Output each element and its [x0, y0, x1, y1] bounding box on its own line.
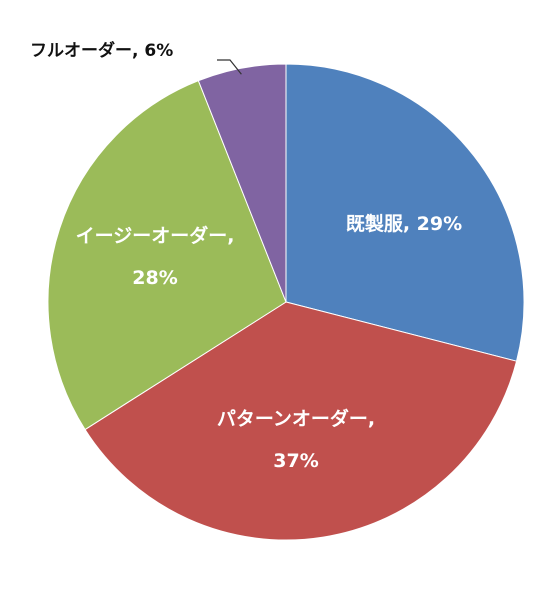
- slice-label-3-line-0: フルオーダー, 6%: [30, 40, 173, 61]
- slice-label-1-line-1: 37%: [273, 450, 318, 472]
- pie-slices: [47, 63, 525, 541]
- slice-label-0-line-0: 既製服, 29%: [346, 213, 462, 235]
- slice-label-1: パターンオーダー, 37%: [217, 407, 375, 472]
- slice-label-2-line-0: イージーオーダー,: [76, 224, 235, 247]
- slice-label-3: フルオーダー, 6%: [30, 40, 173, 61]
- pie-slice-3: [197, 63, 287, 303]
- pie-slice-0: [285, 63, 525, 362]
- pie-labels: 既製服, 29% パターンオーダー, 37% イージーオーダー, 28% フルオーダー, …: [30, 40, 462, 472]
- slice-label-2: イージーオーダー, 28%: [76, 224, 235, 289]
- pie-slice-2: [47, 80, 287, 431]
- slice-label-0: 既製服, 29%: [346, 213, 462, 235]
- slice-label-2-line-1: 28%: [132, 267, 177, 289]
- slice-label-1-line-0: パターンオーダー,: [217, 407, 375, 430]
- leader-line-3: [217, 59, 242, 75]
